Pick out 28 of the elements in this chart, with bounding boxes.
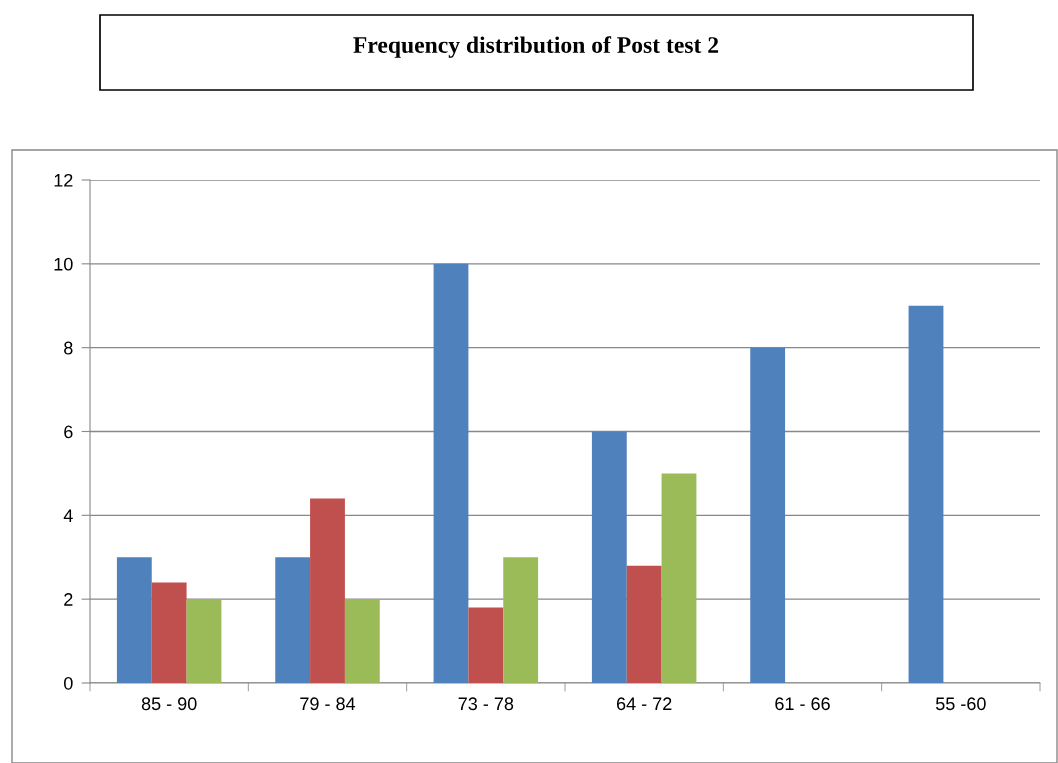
x-tick-label: 55 -60 <box>935 697 986 711</box>
bar <box>186 599 222 683</box>
y-tick-label: 0 <box>64 676 73 690</box>
y-tick-label: 4 <box>63 509 73 522</box>
bar <box>116 557 152 683</box>
x-tick-label: 61 - 66 <box>775 697 830 711</box>
bar <box>310 498 345 683</box>
bar <box>468 607 504 683</box>
bar <box>503 557 539 683</box>
chart-title: Frequency distribution of Post test 2 <box>353 36 719 58</box>
y-tick-label: 10 <box>54 257 73 271</box>
bar <box>908 305 944 683</box>
bar <box>275 557 311 683</box>
bar <box>750 347 786 683</box>
bar <box>433 263 469 683</box>
x-tick-label: 73 - 78 <box>458 697 514 711</box>
bar <box>661 473 697 683</box>
bar <box>344 599 380 683</box>
x-tick-label: 85 - 90 <box>141 697 197 711</box>
bar <box>151 582 187 683</box>
bar <box>591 431 627 683</box>
y-tick-label: 6 <box>64 425 73 439</box>
y-tick-label: 2 <box>64 593 73 606</box>
bar <box>626 565 662 683</box>
y-tick-label: 12 <box>54 173 73 187</box>
y-tick-label: 8 <box>64 341 73 355</box>
x-tick-label: 64 - 72 <box>616 697 672 711</box>
x-tick-label: 79 - 84 <box>300 697 356 711</box>
